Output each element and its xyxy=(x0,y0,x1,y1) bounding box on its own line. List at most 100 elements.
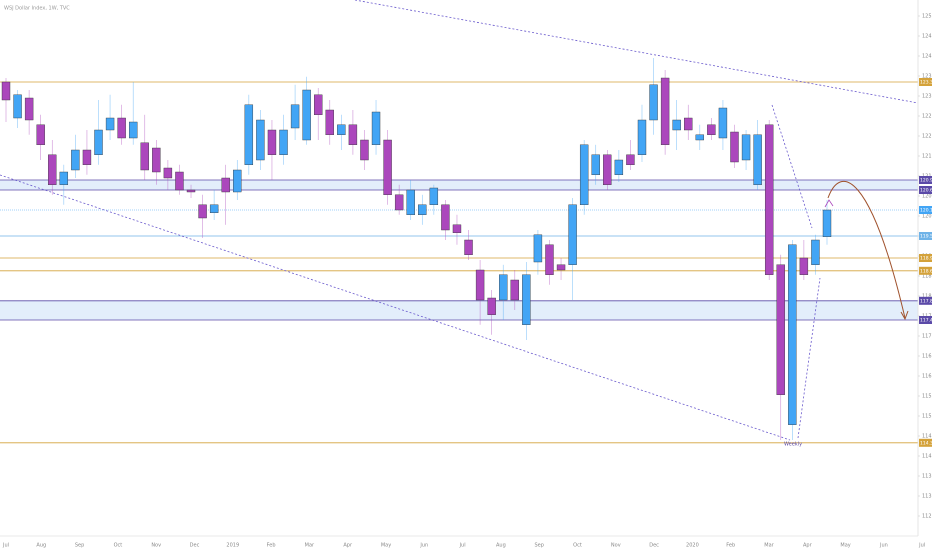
x-tick-label: Sep xyxy=(534,543,543,549)
x-tick-label: 2020 xyxy=(686,543,699,549)
x-tick-label: Sep xyxy=(75,543,84,549)
y-tick-label: 115.5 xyxy=(922,394,932,400)
level-label-box xyxy=(919,316,932,324)
candle-body xyxy=(637,119,647,155)
trend-line xyxy=(771,104,813,229)
trend-line xyxy=(354,0,919,104)
candle-body xyxy=(441,204,450,231)
candle-body xyxy=(533,234,543,263)
y-tick-label: 118 xyxy=(922,294,932,300)
x-tick-label: May xyxy=(381,543,391,549)
candle-body xyxy=(209,204,219,214)
candle-body xyxy=(499,274,508,301)
zones xyxy=(0,180,918,320)
candle-body xyxy=(302,89,311,141)
level-label: 117.88 xyxy=(920,298,932,304)
y-tick-label: 114 xyxy=(922,454,932,460)
x-tick-label: Apr xyxy=(803,543,813,549)
x-tick-label: Feb xyxy=(267,543,276,549)
y-tick-label: 113 xyxy=(922,494,932,500)
last-price-label: 120.15 xyxy=(920,208,932,214)
candles xyxy=(1,58,832,440)
level-label-box xyxy=(919,296,932,305)
candle-body xyxy=(695,134,705,141)
x-tick-label: Apr xyxy=(343,543,353,549)
candle-body xyxy=(406,189,415,215)
candle-body xyxy=(510,279,519,301)
last-price-box xyxy=(919,206,932,214)
candle-body xyxy=(591,154,600,176)
y-tick-label: 114.5 xyxy=(922,434,932,440)
y-tick-label: 118.5 xyxy=(922,274,932,280)
x-tick-label: Mar xyxy=(305,543,315,549)
x-tick-label: Mar xyxy=(764,543,774,549)
level-label: 119.5 xyxy=(920,234,932,240)
candle-body xyxy=(152,147,161,173)
x-tick-label: Jul xyxy=(2,543,9,549)
candle-body xyxy=(13,94,22,119)
x-tick-label: Jun xyxy=(419,543,428,549)
candle-body xyxy=(418,204,427,216)
candle-body xyxy=(464,239,473,256)
candle-body xyxy=(59,171,69,186)
candle-body xyxy=(71,149,80,171)
x-tick-label: May xyxy=(840,543,850,549)
candle-body xyxy=(452,224,462,234)
candle-body xyxy=(741,134,751,161)
candle-body xyxy=(764,124,774,276)
candle-body xyxy=(36,124,45,146)
candle-body xyxy=(788,244,797,426)
level-label-box xyxy=(919,78,932,86)
x-tick-label: Aug xyxy=(496,543,506,549)
candle-body xyxy=(429,187,439,205)
level-label: 117.4 xyxy=(920,318,932,324)
candle-body xyxy=(290,104,300,129)
y-tick-label: 123 xyxy=(922,94,932,100)
candle-body xyxy=(776,264,785,395)
level-label: 118.95 xyxy=(920,256,932,262)
candle-body xyxy=(371,111,381,145)
candle-body xyxy=(603,154,612,186)
candle-body xyxy=(475,269,485,301)
axis: 112.5 113 113.5 114 114.5 115 115.5 116 116.5 117… xyxy=(2,14,932,549)
candle-body xyxy=(394,194,404,211)
candle-body xyxy=(279,129,288,155)
candle-body xyxy=(337,124,346,136)
candle-body xyxy=(799,257,809,275)
candle-body xyxy=(175,171,184,191)
candle-body xyxy=(267,129,277,155)
projection-arrow xyxy=(827,181,906,319)
candle-body xyxy=(186,189,196,193)
candle-body xyxy=(1,81,11,101)
candle-body xyxy=(707,124,716,136)
x-tick-label: Feb xyxy=(726,543,735,549)
annotation: Weekly xyxy=(784,442,802,448)
level-label-box xyxy=(919,176,932,184)
candle-body xyxy=(48,154,57,186)
x-tick-label: Oct xyxy=(573,543,582,549)
candle-body xyxy=(545,244,554,276)
y-tick-label: 117 xyxy=(922,334,932,340)
candle-body xyxy=(487,297,496,315)
candle-body xyxy=(522,274,531,325)
y-tick-label: 121.5 xyxy=(922,154,932,160)
y-tick-label: 123.5 xyxy=(922,74,932,80)
zone xyxy=(0,180,918,190)
level-label-box xyxy=(919,438,932,447)
y-tick-label: 124.5 xyxy=(922,34,932,40)
y-tick-label: 122 xyxy=(922,134,932,140)
candle-body xyxy=(233,169,242,193)
y-tick-label: 125 xyxy=(922,14,932,20)
candle-body xyxy=(163,167,173,179)
level-label: 120.9 xyxy=(920,178,932,184)
candle-body xyxy=(730,131,739,163)
candle-body xyxy=(568,204,577,266)
x-tick-label: Nov xyxy=(151,543,161,549)
chart-title: WSJ Dollar Index, 1W, TVC xyxy=(4,6,70,12)
y-tick-label: 116.5 xyxy=(922,354,932,360)
x-tick-label: Nov xyxy=(611,543,621,549)
level-label: 118.63 xyxy=(920,268,932,274)
candle-body xyxy=(649,84,658,121)
level-label-box xyxy=(919,254,932,262)
